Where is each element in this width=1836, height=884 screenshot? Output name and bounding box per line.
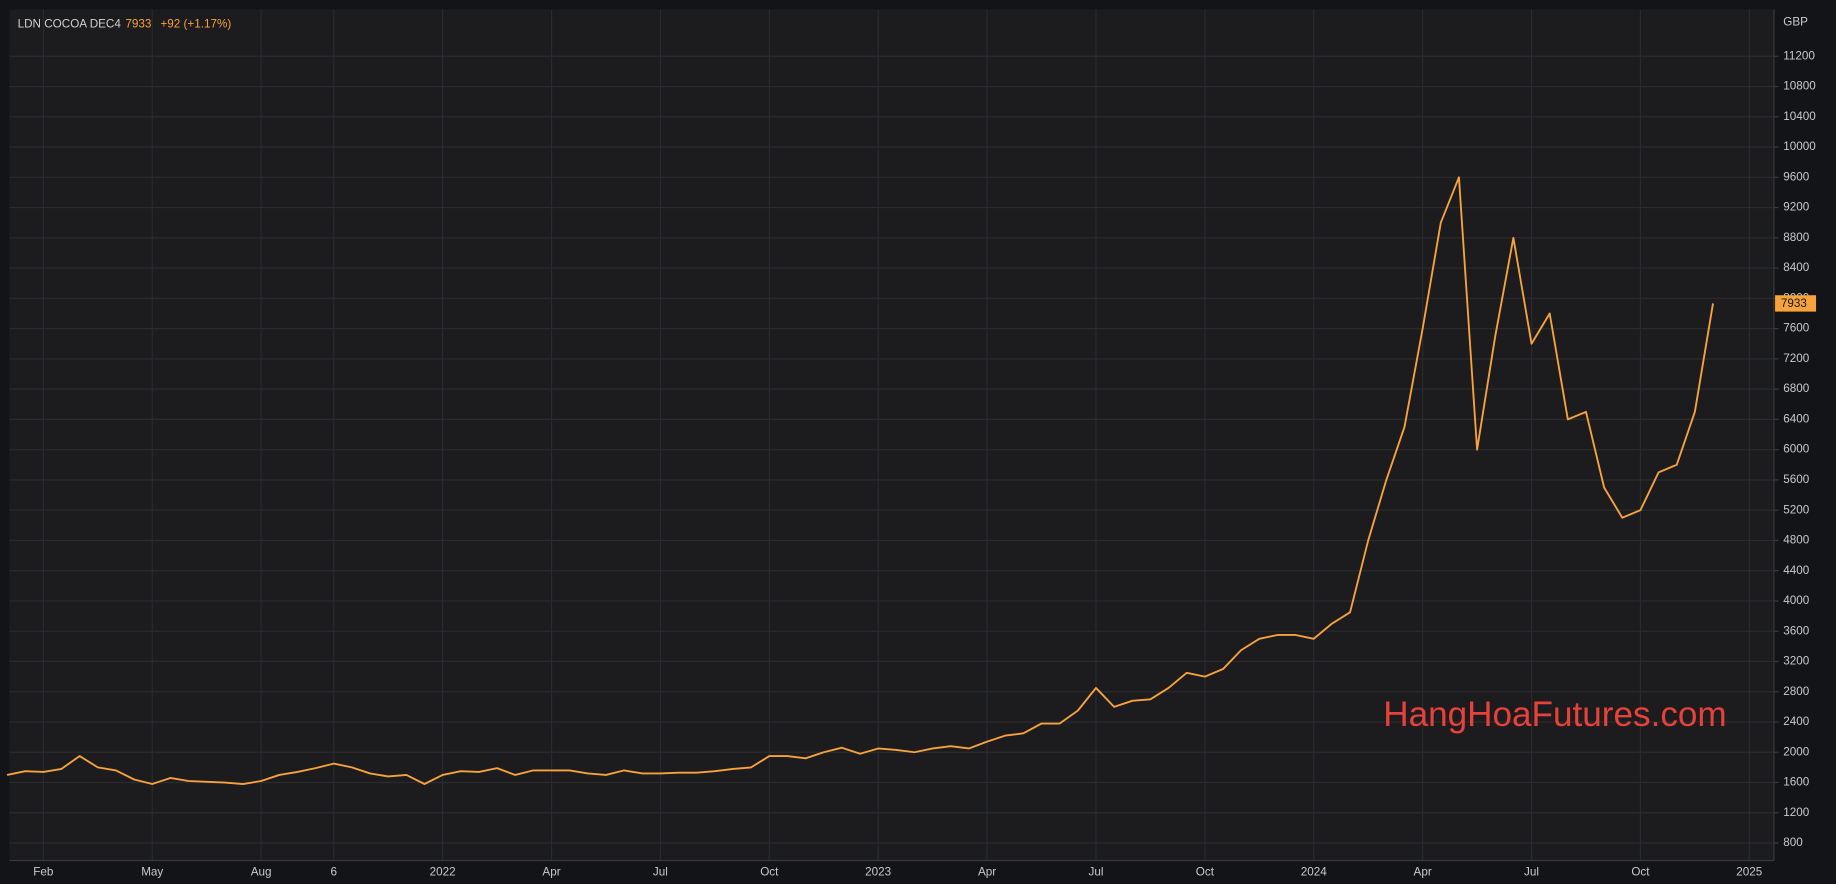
y-tick-label: 1600 <box>1783 776 1810 789</box>
y-tick-label: 8400 <box>1783 261 1810 274</box>
x-tick-label: May <box>141 865 163 878</box>
price-line <box>6 176 1714 785</box>
y-tick-label: 8800 <box>1783 231 1810 244</box>
x-tick-label: Oct <box>760 865 779 878</box>
grid <box>9 9 1774 861</box>
x-tick-label: Apr <box>1414 865 1432 878</box>
y-tick-label: 6000 <box>1783 443 1810 456</box>
y-unit: GBP <box>1783 15 1808 28</box>
y-tick-label: 4000 <box>1783 594 1810 607</box>
x-tick-label: Feb <box>33 865 54 878</box>
y-tick-label: 4800 <box>1783 534 1810 547</box>
chart-title: LDN COCOA DEC4 <box>18 18 122 31</box>
y-tick-label: 7200 <box>1783 352 1810 365</box>
y-tick-label: 11200 <box>1783 49 1815 62</box>
y-tick-label: 3200 <box>1783 655 1810 668</box>
y-tick-label: 10800 <box>1783 80 1816 93</box>
price-tag <box>1775 295 1817 312</box>
watermark: HangHoaFutures.com <box>1383 695 1726 734</box>
y-tick-label: 2000 <box>1783 745 1810 758</box>
x-tick-label: 2025 <box>1736 865 1763 878</box>
x-tick-label: 2022 <box>430 865 456 878</box>
x-tick-label: Oct <box>1631 865 1650 878</box>
last-value: 7933 <box>125 18 151 31</box>
y-tick-label: 4400 <box>1783 564 1810 577</box>
x-tick-label: 6 <box>330 865 337 878</box>
y-tick-label: 9600 <box>1783 170 1810 183</box>
price-tag-label: 7933 <box>1781 297 1807 310</box>
y-tick-label: 5600 <box>1783 473 1810 486</box>
y-tick-label: 6400 <box>1783 412 1810 425</box>
y-tick-label: 10000 <box>1783 140 1816 153</box>
x-tick-label: Apr <box>542 865 560 878</box>
y-tick-label: 9200 <box>1783 201 1810 214</box>
x-tick-label: Apr <box>978 865 996 878</box>
x-tick-label: Jul <box>653 865 668 878</box>
y-tick-label: 2800 <box>1783 685 1810 698</box>
y-tick-label: 6800 <box>1783 382 1810 395</box>
y-tick-label: 10400 <box>1783 110 1816 123</box>
y-tick-label: 800 <box>1783 836 1803 849</box>
x-tick-label: 2023 <box>865 865 891 878</box>
x-tick-label: Oct <box>1196 865 1215 878</box>
x-tick-label: Jul <box>1524 865 1539 878</box>
x-tick-label: Jul <box>1088 865 1103 878</box>
y-tick-label: 7600 <box>1783 322 1810 335</box>
change-label: +92 (+1.17%) <box>160 18 231 31</box>
y-tick-label: 1200 <box>1783 806 1810 819</box>
y-tick-label: 3600 <box>1783 624 1810 637</box>
y-tick-label: 5200 <box>1783 503 1810 516</box>
x-tick-label: 2024 <box>1301 865 1328 878</box>
x-tick-label: Aug <box>251 865 272 878</box>
y-tick-label: 2400 <box>1783 715 1810 728</box>
